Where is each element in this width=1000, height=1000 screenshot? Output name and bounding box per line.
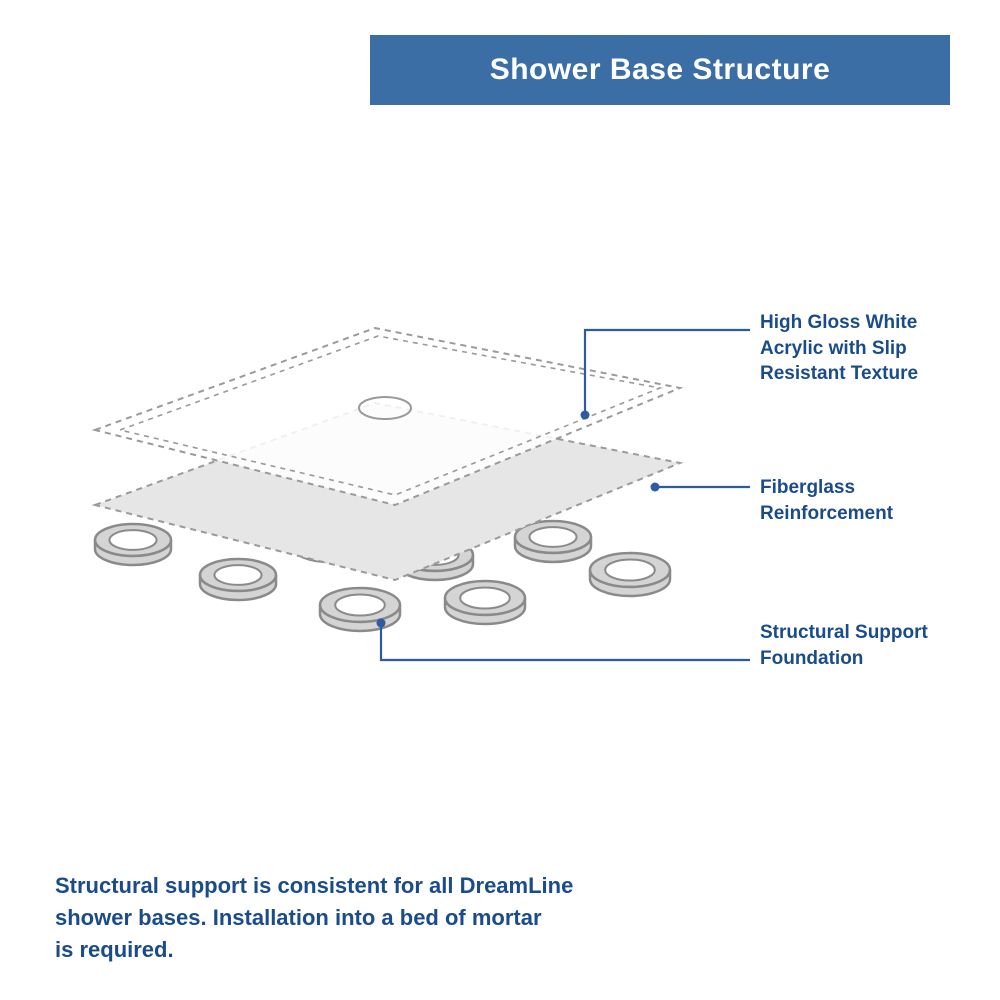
leader-line-support — [381, 623, 750, 660]
leader-dot-fiberglass — [651, 483, 660, 492]
support-ring — [515, 521, 591, 562]
support-ring — [320, 588, 400, 631]
support-ring — [590, 553, 670, 596]
leader-dot-support — [377, 619, 386, 628]
callout-acrylic: High Gloss WhiteAcrylic with SlipResista… — [760, 310, 918, 387]
support-ring — [95, 524, 171, 565]
support-ring — [445, 581, 525, 624]
support-ring — [200, 559, 276, 600]
callout-support: Structural SupportFoundation — [760, 620, 928, 671]
leader-dot-acrylic — [581, 411, 590, 420]
footer-note: Structural support is consistent for all… — [55, 870, 573, 966]
callout-fiberglass: FiberglassReinforcement — [760, 475, 893, 526]
